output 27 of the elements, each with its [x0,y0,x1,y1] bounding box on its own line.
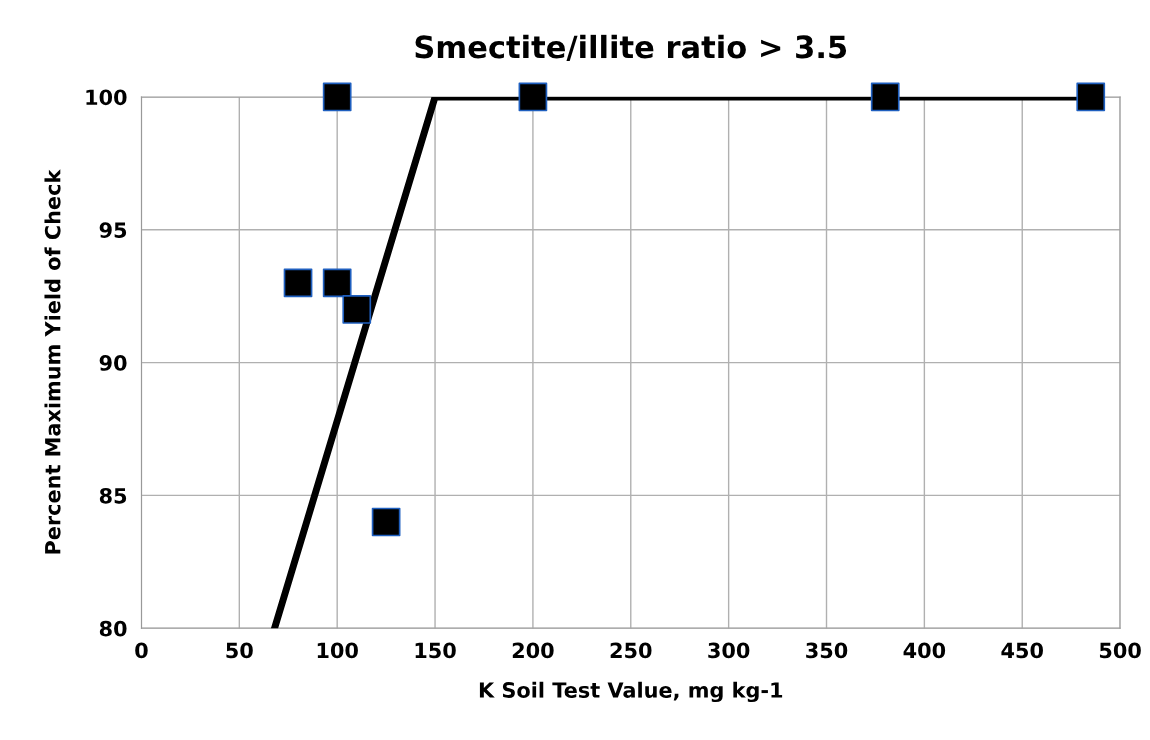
y-tick-label: 100 [86,89,127,106]
x-tick-label: 500 [1099,642,1141,659]
y-tick-label: 85 [99,487,127,504]
point [283,268,313,298]
x-tick-label: 0 [135,642,148,659]
y-tick-label: 90 [99,355,127,371]
y-tick-label: 95 [99,222,127,238]
point [1076,82,1106,112]
x-tick-label: 350 [806,642,848,659]
x-tick-label: 400 [903,642,946,659]
point [342,295,372,324]
x-tick-label: 200 [512,642,554,659]
point [870,82,900,112]
x-tick-label: 150 [415,642,456,659]
y-axis-title: Percent Maximum Yield of Check [44,169,61,554]
x-axis-title: K Soil Test Value, mg kg-1 [479,681,783,703]
y-tick-label: 80 [99,620,127,637]
point [371,507,401,537]
point [322,82,352,112]
x-tick-label: 300 [708,642,750,659]
x-tick-label: 50 [226,642,253,659]
x-tick-label: 450 [1001,642,1043,659]
x-tick-label: 250 [610,642,652,659]
chart-title: Smectite/illite ratio > 3.5 [415,34,847,61]
x-tick-label: 100 [317,642,358,659]
point [518,82,548,112]
point [322,268,352,298]
